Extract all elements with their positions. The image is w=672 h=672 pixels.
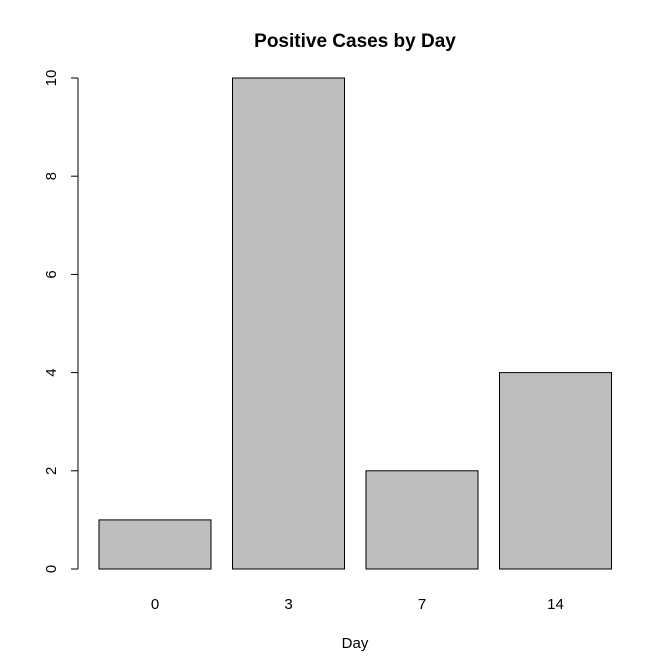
bars-group bbox=[98, 77, 612, 570]
x-tick-labels: 0 3 7 14 bbox=[151, 596, 564, 613]
y-tick-label: 10 bbox=[43, 70, 60, 87]
chart-title: Positive Cases by Day bbox=[254, 31, 456, 52]
y-tick-label: 2 bbox=[43, 467, 60, 475]
y-tick-label: 6 bbox=[43, 270, 60, 278]
y-axis: 0 2 4 6 8 10 bbox=[43, 70, 79, 573]
bar-day-3 bbox=[232, 77, 345, 570]
x-tick-label: 3 bbox=[284, 596, 292, 613]
bar-day-7 bbox=[365, 470, 479, 570]
x-tick-label: 0 bbox=[151, 596, 159, 613]
y-tick-label: 4 bbox=[43, 368, 60, 376]
y-tick-label: 8 bbox=[43, 172, 60, 180]
x-tick-label: 7 bbox=[418, 596, 426, 613]
y-tick-label: 0 bbox=[43, 565, 60, 573]
bar-day-0 bbox=[98, 519, 212, 570]
x-axis-title: Day bbox=[342, 635, 369, 652]
bar-day-14 bbox=[499, 372, 612, 570]
x-tick-label: 14 bbox=[547, 596, 564, 613]
